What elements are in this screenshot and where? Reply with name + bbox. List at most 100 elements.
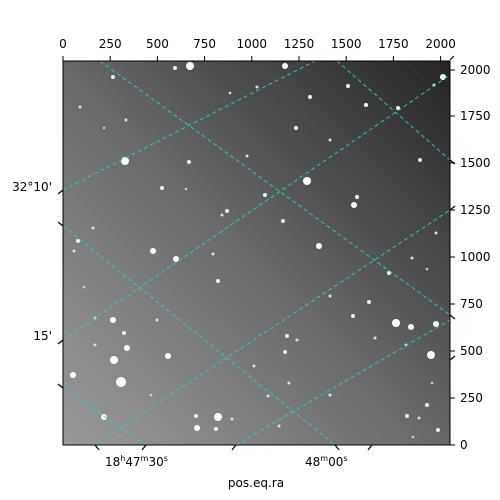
- star: [173, 66, 177, 70]
- star: [155, 318, 159, 322]
- dec-grid-line: [94, 209, 450, 445]
- star: [225, 209, 229, 213]
- top-tick-label: 0: [59, 37, 67, 51]
- star: [214, 427, 218, 431]
- star: [408, 324, 414, 330]
- star: [430, 381, 434, 385]
- star: [150, 248, 156, 254]
- star: [149, 393, 153, 397]
- star: [78, 105, 82, 109]
- star: [364, 103, 368, 107]
- star: [328, 393, 332, 397]
- top-tick-label: 2000: [425, 37, 456, 51]
- star: [102, 126, 106, 130]
- star: [220, 213, 224, 217]
- star: [160, 186, 164, 190]
- star: [216, 279, 220, 283]
- dec-grid-line: [63, 74, 450, 341]
- star: [116, 377, 126, 387]
- star: [124, 345, 130, 351]
- star: [351, 314, 355, 318]
- star: [165, 353, 171, 359]
- star: [194, 425, 200, 431]
- star: [436, 428, 440, 432]
- ra-grid-line: [63, 387, 147, 445]
- star: [328, 138, 332, 142]
- star: [411, 435, 415, 439]
- star: [186, 62, 194, 70]
- star: [263, 193, 267, 197]
- bottom-axis: 18h47m30s 48m00s pos.eq.ra: [94, 444, 373, 490]
- star: [277, 424, 281, 428]
- star: [214, 413, 222, 421]
- star: [285, 334, 289, 338]
- right-tick-label: 250: [460, 391, 483, 405]
- top-tick-label: 1000: [237, 37, 268, 51]
- star: [392, 319, 400, 327]
- star: [266, 394, 270, 398]
- star: [351, 202, 357, 208]
- star: [328, 294, 332, 298]
- star: [433, 321, 439, 327]
- star: [194, 414, 198, 418]
- right-axis: 0 250 500 750 1000 1250 1500 1750 2000: [449, 55, 491, 452]
- star: [434, 231, 438, 235]
- top-tick-label: 750: [193, 37, 216, 51]
- star: [410, 256, 414, 260]
- dec-tick-label: 32°10': [12, 180, 52, 194]
- star: [70, 372, 76, 378]
- star: [373, 336, 377, 340]
- left-axis: 32°10' 15': [12, 180, 64, 389]
- ra-grid-line: [63, 225, 336, 445]
- top-tick-label: 500: [146, 37, 169, 51]
- star: [294, 126, 298, 130]
- star: [121, 157, 129, 165]
- star: [282, 63, 288, 69]
- right-tick-label: 750: [460, 297, 483, 311]
- star: [187, 160, 191, 164]
- star: [346, 84, 350, 88]
- star: [425, 267, 429, 271]
- star: [440, 74, 446, 80]
- star: [367, 300, 371, 304]
- star: [283, 350, 287, 354]
- star: [230, 417, 234, 421]
- star: [295, 338, 299, 342]
- sky-image: [63, 61, 450, 445]
- ra-grid-line: [99, 61, 450, 316]
- star: [245, 154, 249, 158]
- star: [255, 85, 259, 89]
- star: [110, 317, 116, 323]
- star: [405, 414, 409, 418]
- star: [316, 243, 322, 249]
- right-tick-label: 1500: [460, 156, 491, 170]
- star: [396, 106, 400, 110]
- star: [91, 226, 95, 230]
- ra-tick-label: 18h47m30s: [105, 454, 168, 469]
- star: [72, 249, 76, 253]
- star: [355, 195, 359, 199]
- star: [122, 331, 126, 335]
- star: [281, 219, 285, 223]
- top-tick-label: 1500: [331, 37, 362, 51]
- star: [308, 95, 312, 99]
- ra-tick-label: 48m00s: [305, 454, 348, 469]
- right-tick-label: 500: [460, 344, 483, 358]
- top-tick-label: 1750: [378, 37, 409, 51]
- star: [425, 403, 429, 407]
- star: [287, 381, 291, 385]
- right-tick-label: 0: [460, 438, 468, 452]
- star: [427, 351, 435, 359]
- right-tick-label: 1000: [460, 250, 491, 264]
- star: [111, 75, 115, 79]
- star: [252, 364, 256, 368]
- right-tick-label: 2000: [460, 63, 491, 77]
- right-tick-label: 1250: [460, 203, 491, 217]
- star: [184, 187, 188, 191]
- top-axis: 0 250 500 750 1000 1250 1500 1750 2000: [59, 37, 456, 61]
- right-tick-label: 1750: [460, 109, 491, 123]
- star: [101, 414, 107, 420]
- star: [417, 416, 421, 420]
- coordinate-grid: [63, 61, 450, 445]
